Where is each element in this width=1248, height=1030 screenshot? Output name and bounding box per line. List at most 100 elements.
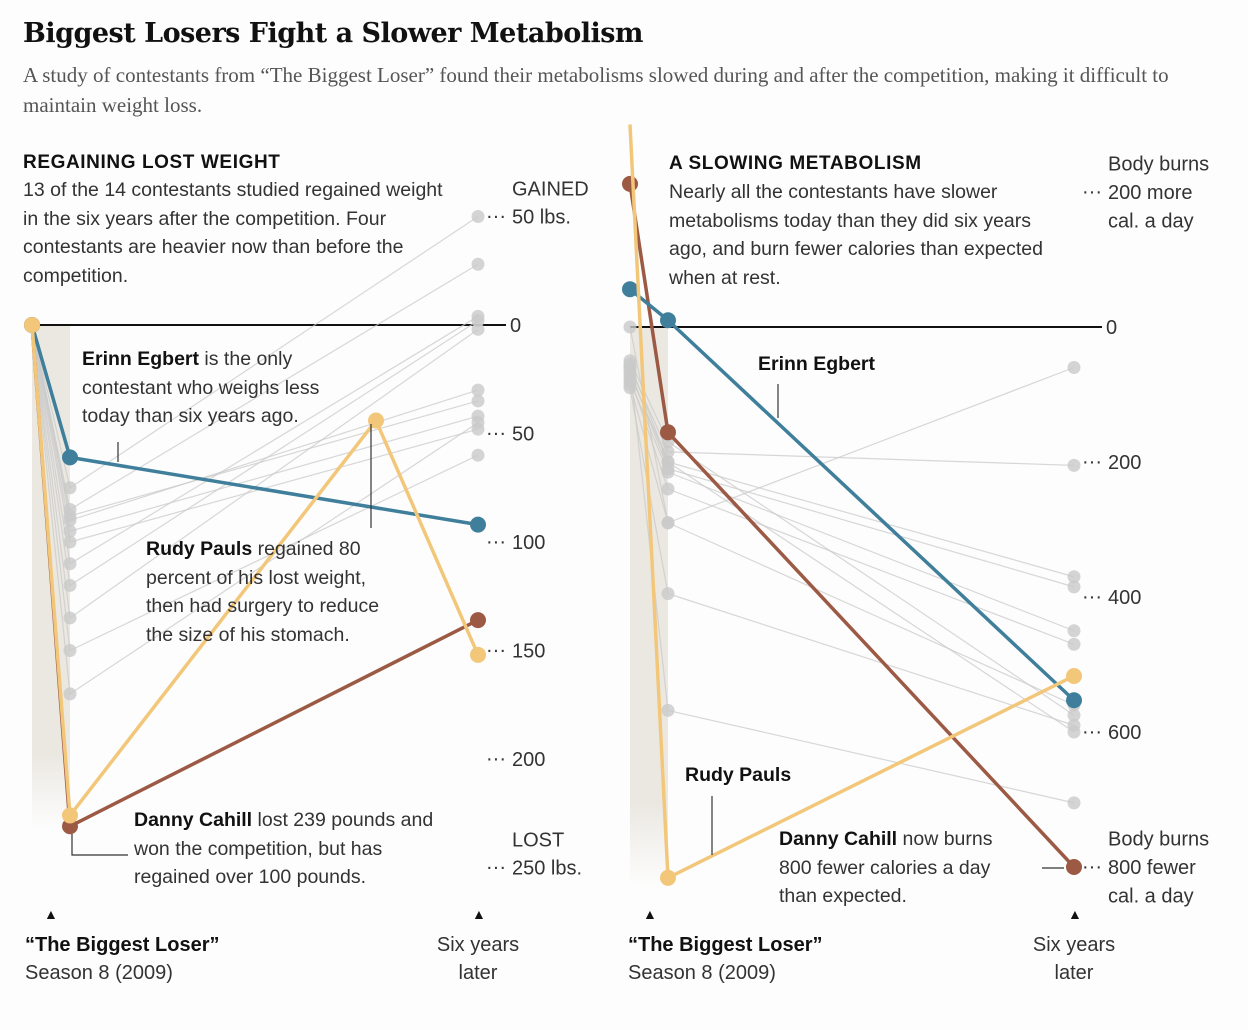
danny-metabolism-note: Danny Cahill now burns 800 fewer calorie…: [779, 825, 1029, 911]
tick-label-cal-a-day: cal. a day: [1108, 886, 1194, 908]
contestant-point: [63, 687, 77, 701]
contestant-point: [1067, 361, 1081, 374]
contestant-point: [471, 322, 485, 336]
contestant-line: [629, 367, 1075, 466]
contestant-point: [471, 394, 485, 408]
tick-label-50-lbs-: 50 lbs.: [512, 207, 571, 229]
right-end-label: Six years later: [1032, 934, 1116, 984]
rudy-pauls-point: [470, 646, 486, 663]
contestant-line: [629, 380, 1075, 632]
left-plot: ··· 50 lbs. GAINED 0 ··· 50 ··· 100 ··· 150 ··· 200…: [24, 179, 589, 880]
contestant-point: [661, 465, 675, 479]
tick-label-800-fewer: 800 fewer: [1108, 857, 1196, 879]
danny-name-right: Danny Cahill: [779, 828, 898, 850]
tick-label-150: 150: [512, 641, 545, 663]
rudy-pauls-point: [368, 412, 384, 429]
rudy-metabolism-label: Rudy Pauls: [685, 764, 792, 786]
tick-label-body-burns: Body burns: [1108, 829, 1209, 851]
tick-dots: ···: [486, 531, 506, 553]
contestant-point: [1067, 637, 1081, 651]
erinn-note-text: is the only contestant who weighs less t…: [82, 348, 320, 427]
danny-leader-line: [71, 834, 128, 856]
contestant-line: [629, 370, 1075, 588]
tick-label-200: 200: [512, 749, 545, 771]
contestant-point: [661, 587, 675, 601]
danny-note-text: lost 239 pounds and won the competition,…: [134, 809, 434, 888]
danny-cahill-point: [1066, 859, 1082, 875]
tick-dots: ···: [1082, 856, 1102, 878]
series-line-erinn-egbert: [628, 287, 1076, 702]
rudy-weight-note: Rudy Pauls regained 80 percent of his lo…: [146, 535, 408, 649]
contestant-point: [63, 535, 77, 549]
contestant-point: [1067, 458, 1081, 472]
contestant-point: [661, 455, 675, 469]
tick-dots: ···: [1082, 181, 1102, 203]
contestant-point: [471, 383, 485, 397]
contestant-point: [623, 381, 637, 395]
tick-dots: ···: [1082, 721, 1102, 743]
contestant-point: [63, 644, 77, 657]
contestant-point: [1067, 708, 1081, 722]
contestant-point: [63, 557, 77, 571]
left-start-label: “The Biggest Loser” Season 8 (2009): [25, 934, 220, 984]
tick-label-600: 600: [1108, 722, 1141, 744]
series-line-rudy-pauls: [30, 324, 480, 818]
contestant-point: [1067, 725, 1081, 739]
contestant-line: [629, 360, 1075, 716]
tick-label-0: 0: [510, 315, 521, 337]
contestant-line: [629, 384, 1075, 706]
tick-label-gained: GAINED: [512, 179, 589, 201]
tick-dots: ···: [486, 206, 506, 228]
right-section-title: A SLOWING METABOLISM: [669, 153, 922, 174]
tick-label-200: 200: [1108, 452, 1141, 474]
contestant-point: [661, 703, 675, 717]
erinn-name: Erinn Egbert: [82, 348, 200, 370]
danny-cahill-point: [660, 424, 676, 441]
tick-label-body-burns: Body burns: [1108, 154, 1209, 176]
contestant-point: [661, 516, 675, 530]
contestant-point: [1067, 796, 1081, 810]
contestant-point: [1067, 580, 1081, 594]
danny-name: Danny Cahill: [134, 809, 253, 831]
contestant-point: [623, 357, 637, 371]
tick-dots: ···: [486, 640, 506, 662]
tick-label-100: 100: [512, 532, 545, 554]
contestant-point: [661, 482, 675, 496]
contestant-point: [471, 257, 485, 271]
chart-subtitle: A study of contestants from “The Biggest…: [23, 63, 1169, 117]
contestant-line: [629, 363, 1075, 733]
erinn-egbert-point: [62, 449, 78, 466]
chart-title: Biggest Losers Fight a Slower Metabolism: [23, 18, 644, 49]
left-section-title: REGAINING LOST WEIGHT: [23, 152, 281, 173]
right-section-body: Nearly all the contestants have slower m…: [669, 181, 1043, 289]
danny-metabolism-text: now burns 800 fewer calories a day than …: [779, 828, 993, 907]
erinn-egbert-point: [660, 312, 676, 329]
rudy-name: Rudy Pauls: [146, 538, 253, 560]
tick-label-400: 400: [1108, 587, 1141, 609]
tick-label-50: 50: [512, 424, 534, 446]
rudy-pauls-point: [660, 869, 676, 886]
tick-dots: ···: [486, 423, 506, 445]
tick-dots: ···: [1082, 586, 1102, 608]
end-marker-icon: ▲: [472, 906, 486, 922]
rudy-pauls-point: [24, 317, 40, 333]
contestant-line: [629, 374, 1075, 578]
start-marker-icon: ▲: [44, 906, 58, 922]
danny-weight-note: Danny Cahill lost 239 pounds and won the…: [134, 806, 444, 892]
contestant-point: [1067, 570, 1081, 584]
right-start-label: “The Biggest Loser” Season 8 (2009): [628, 934, 823, 984]
left-end-label: Six years later: [436, 934, 520, 984]
contestant-point: [471, 448, 485, 462]
contestant-point: [471, 210, 485, 223]
erinn-egbert-point: [1066, 692, 1082, 709]
contestant-point: [63, 524, 77, 538]
erinn-metabolism-label: Erinn Egbert: [758, 353, 876, 375]
danny-cahill-point: [470, 612, 486, 629]
contestant-point: [1067, 624, 1081, 638]
end-marker-icon: ▲: [1068, 906, 1082, 922]
tick-dots: ···: [486, 748, 506, 770]
start-marker-icon: ▲: [643, 906, 657, 922]
left-section-body: 13 of the 14 contestants studied regaine…: [23, 179, 443, 287]
contestant-point: [471, 416, 485, 430]
